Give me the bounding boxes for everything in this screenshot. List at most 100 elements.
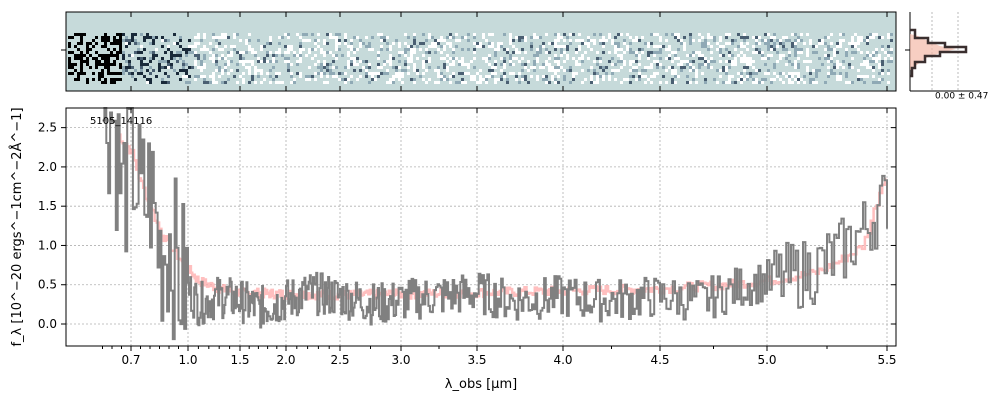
- twod-pixel: [335, 66, 338, 69]
- twod-pixel: [668, 45, 671, 48]
- twod-pixel: [758, 36, 761, 39]
- twod-pixel: [365, 66, 368, 69]
- twod-pixel: [101, 63, 104, 66]
- twod-pixel: [158, 69, 161, 72]
- twod-pixel: [797, 66, 800, 69]
- twod-pixel: [515, 78, 518, 81]
- twod-pixel: [764, 78, 767, 81]
- twod-pixel: [290, 75, 293, 78]
- twod-pixel: [428, 78, 431, 81]
- twod-pixel: [314, 54, 317, 57]
- twod-pixel: [620, 54, 623, 57]
- twod-pixel: [680, 60, 683, 63]
- twod-pixel: [350, 75, 353, 78]
- twod-pixel: [179, 45, 182, 48]
- twod-pixel: [269, 36, 272, 39]
- twod-pixel: [269, 39, 272, 42]
- twod-pixel: [737, 33, 740, 36]
- twod-pixel: [128, 42, 131, 45]
- twod-pixel: [710, 51, 713, 54]
- series-layer: [102, 107, 888, 341]
- twod-pixel: [545, 75, 548, 78]
- twod-pixel: [881, 78, 884, 81]
- twod-pixel: [497, 45, 500, 48]
- twod-pixel: [545, 81, 548, 84]
- twod-pixel: [281, 54, 284, 57]
- twod-pixel: [578, 63, 581, 66]
- twod-pixel: [158, 60, 161, 63]
- twod-pixel: [392, 75, 395, 78]
- twod-pixel: [194, 45, 197, 48]
- twod-pixel: [413, 81, 416, 84]
- twod-pixel: [359, 42, 362, 45]
- twod-pixel: [395, 39, 398, 42]
- twod-pixel: [266, 72, 269, 75]
- twod-pixel: [827, 45, 830, 48]
- twod-pixel: [80, 69, 83, 72]
- twod-pixel: [566, 45, 569, 48]
- twod-pixel: [365, 69, 368, 72]
- twod-pixel: [635, 66, 638, 69]
- twod-pixel: [881, 63, 884, 66]
- twod-pixel: [137, 72, 140, 75]
- twod-pixel: [464, 63, 467, 66]
- twod-pixel: [458, 72, 461, 75]
- twod-pixel: [461, 48, 464, 51]
- twod-pixel: [659, 81, 662, 84]
- twod-pixel: [470, 75, 473, 78]
- twod-pixel: [629, 36, 632, 39]
- twod-pixel: [842, 66, 845, 69]
- twod-pixel: [287, 69, 290, 72]
- twod-pixel: [287, 57, 290, 60]
- twod-pixel: [677, 39, 680, 42]
- twod-pixel: [869, 36, 872, 39]
- twod-pixel: [878, 78, 881, 81]
- twod-pixel: [794, 63, 797, 66]
- twod-pixel: [848, 81, 851, 84]
- twod-pixel: [203, 48, 206, 51]
- twod-pixel: [212, 60, 215, 63]
- histogram-data-steps: [910, 28, 968, 78]
- twod-pixel: [68, 42, 71, 45]
- twod-pixel: [836, 75, 839, 78]
- twod-pixel: [830, 60, 833, 63]
- twod-pixel: [764, 42, 767, 45]
- twod-pixel: [680, 63, 683, 66]
- twod-pixel: [536, 48, 539, 51]
- twod-pixel: [140, 60, 143, 63]
- twod-pixel: [299, 36, 302, 39]
- twod-pixel: [809, 42, 812, 45]
- twod-pixel: [461, 72, 464, 75]
- twod-pixel: [272, 57, 275, 60]
- twod-pixel: [725, 48, 728, 51]
- twod-pixel: [125, 42, 128, 45]
- twod-pixel: [596, 81, 599, 84]
- twod-pixel: [248, 81, 251, 84]
- twod-pixel: [842, 33, 845, 36]
- twod-pixel: [704, 39, 707, 42]
- twod-pixel: [563, 51, 566, 54]
- twod-pixel: [779, 54, 782, 57]
- twod-pixel: [524, 39, 527, 42]
- twod-pixel: [836, 60, 839, 63]
- twod-pixel: [128, 63, 131, 66]
- twod-pixel: [653, 45, 656, 48]
- twod-pixel: [548, 57, 551, 60]
- twod-pixel: [509, 33, 512, 36]
- twod-pixel: [443, 39, 446, 42]
- twod-pixel: [872, 66, 875, 69]
- twod-pixel: [104, 78, 107, 81]
- twod-pixel: [620, 66, 623, 69]
- twod-pixel: [566, 48, 569, 51]
- twod-pixel: [740, 75, 743, 78]
- twod-pixel: [638, 39, 641, 42]
- twod-pixel: [578, 39, 581, 42]
- twod-pixel: [101, 36, 104, 39]
- spectrum-2d-panel: [61, 11, 897, 92]
- twod-pixel: [725, 36, 728, 39]
- twod-pixel: [839, 75, 842, 78]
- twod-pixel: [866, 39, 869, 42]
- twod-pixel: [866, 42, 869, 45]
- twod-pixel: [494, 78, 497, 81]
- twod-pixel: [206, 48, 209, 51]
